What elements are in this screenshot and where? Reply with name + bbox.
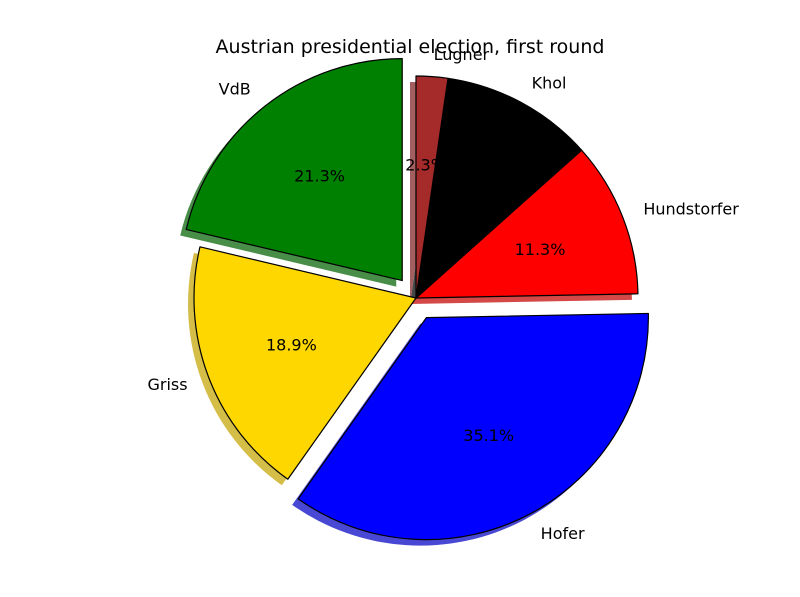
slice-griss	[193, 246, 417, 480]
slice-label-vdb: VdB	[219, 80, 251, 99]
slice-label-khol: Khol	[532, 73, 567, 92]
slice-percent-hundstorfer: 11.3%	[515, 240, 566, 259]
slice-label-griss: Griss	[147, 375, 187, 394]
slice-percent-vdb: 21.3%	[294, 167, 345, 186]
slice-percent-griss: 18.9%	[266, 336, 317, 355]
slice-label-hundstorfer: Hundstorfer	[643, 199, 739, 218]
slice-khol	[415, 77, 583, 299]
chart-title: Austrian presidential election, first ro…	[216, 36, 605, 58]
slice-vdb	[185, 57, 403, 282]
slice-percent-hofer: 35.1%	[463, 426, 514, 445]
slice-hofer	[297, 312, 649, 541]
slice-hundstorfer	[415, 149, 639, 299]
slice-label-lugner: Lugner	[434, 45, 490, 64]
slice-lugner	[415, 75, 449, 299]
slice-label-hofer: Hofer	[541, 524, 585, 543]
slice-percent-lugner: 2.3%	[405, 156, 446, 175]
